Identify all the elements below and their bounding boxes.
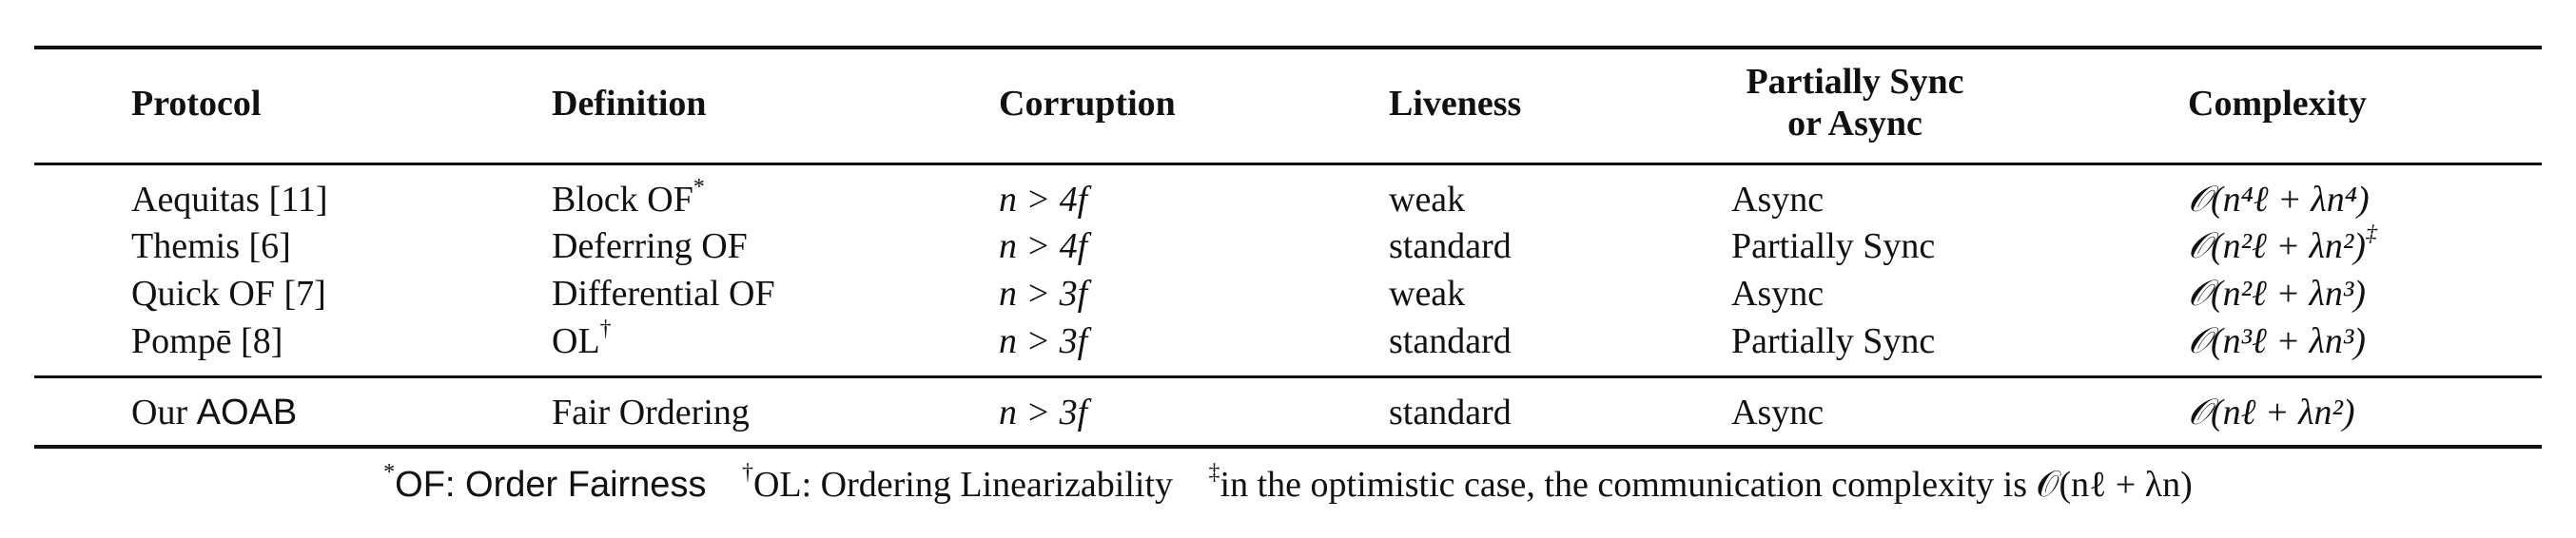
row-2-complexity: 𝒪(n²ℓ + λn²)‡ <box>2188 221 2377 266</box>
ours-liveness: standard <box>1389 393 1512 432</box>
row-1-protocol: Aequitas [11] <box>131 180 328 220</box>
ours-corruption: n > 3f <box>999 393 1088 432</box>
header-definition: Definition <box>552 84 707 124</box>
header-protocol: Protocol <box>131 84 262 124</box>
header-sync: Partially Sync or Async <box>1731 61 1979 144</box>
row-3-definition: Differential OF <box>552 274 775 314</box>
row-2-protocol: Themis [6] <box>131 226 291 266</box>
row-1-corruption: n > 4f <box>999 180 1088 220</box>
bottom-rule <box>34 445 2542 449</box>
top-rule <box>34 46 2542 49</box>
header-corruption: Corruption <box>999 84 1176 124</box>
row-1-sync: Async <box>1731 180 1825 220</box>
row-4-complexity: 𝒪(n³ℓ + λn³) <box>2188 321 2366 361</box>
ours-sync: Async <box>1731 393 1825 432</box>
table-footnotes: *OF: Order Fairness †OL: Ordering Linear… <box>0 460 2576 506</box>
row-2-corruption: n > 4f <box>999 226 1088 266</box>
row-4-definition: OL† <box>552 317 612 361</box>
row-4-liveness: standard <box>1389 321 1512 361</box>
header-liveness: Liveness <box>1389 84 1522 124</box>
row-2-sync: Partially Sync <box>1731 226 1936 266</box>
footnote-of: *OF: Order Fairness <box>383 460 707 505</box>
row-1-complexity: 𝒪(n⁴ℓ + λn⁴) <box>2188 180 2370 220</box>
row-4-def-mark: † <box>599 317 612 342</box>
header-sync-line2: or Async <box>1787 104 1922 144</box>
row-4-protocol: Pompē [8] <box>131 321 283 361</box>
row-2-definition: Deferring OF <box>552 226 748 266</box>
footnote-ol: †OL: Ordering Linearizability <box>741 460 1174 505</box>
row-1-definition: Block OF* <box>552 175 705 220</box>
header-rule <box>34 163 2542 165</box>
ours-protocol: Our AOAB <box>131 392 297 433</box>
ours-protocol-name: AOAB <box>196 393 298 432</box>
ours-protocol-prefix: Our <box>131 393 188 432</box>
row-4-corruption: n > 3f <box>999 321 1088 361</box>
footnote-optimistic: ‡in the optimistic case, the communicati… <box>1208 460 2193 505</box>
ours-complexity: 𝒪(nℓ + λn²) <box>2188 393 2355 432</box>
row-4-sync: Partially Sync <box>1731 321 1936 361</box>
row-2-complexity-mark: ‡ <box>2365 221 2377 247</box>
row-1-liveness: weak <box>1389 180 1466 220</box>
ours-definition: Fair Ordering <box>552 393 750 432</box>
row-3-corruption: n > 3f <box>999 274 1088 314</box>
row-3-sync: Async <box>1731 274 1825 314</box>
ours-separator-rule <box>34 375 2542 378</box>
row-3-protocol: Quick OF [7] <box>131 274 326 314</box>
header-complexity: Complexity <box>2188 84 2367 124</box>
header-sync-line1: Partially Sync <box>1746 62 1964 102</box>
row-3-liveness: weak <box>1389 274 1466 314</box>
row-3-complexity: 𝒪(n²ℓ + λn³) <box>2188 274 2366 314</box>
row-2-liveness: standard <box>1389 226 1512 266</box>
row-1-def-mark: * <box>693 175 705 201</box>
